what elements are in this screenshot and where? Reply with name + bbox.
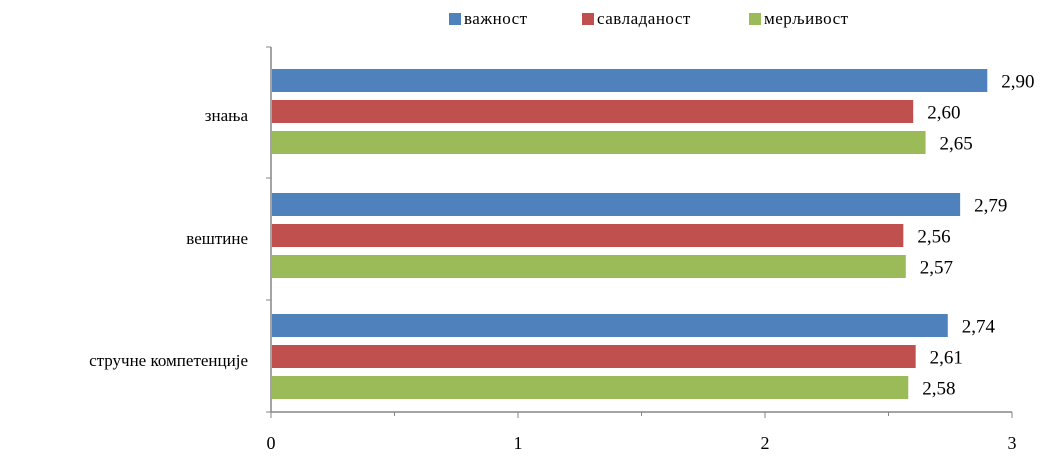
value-label: 2,56: [917, 227, 950, 248]
bar-мерљивост-вештине: [272, 255, 906, 278]
bars-group: [272, 69, 988, 399]
bar-мерљивост-стручне-компетенције: [272, 376, 909, 399]
x-tick-label: 1: [514, 433, 523, 453]
legend-label: важност: [464, 9, 528, 28]
value-label: 2,74: [962, 317, 996, 338]
value-label: 2,79: [974, 196, 1007, 217]
legend-item-важност: важност: [449, 9, 528, 28]
legend-swatch: [582, 13, 594, 25]
category-label: вештине: [186, 229, 248, 248]
legend-label: мерљивост: [764, 9, 849, 28]
bar-савладаност-вештине: [272, 224, 904, 247]
category-label: знања: [205, 106, 249, 125]
x-tick-label: 0: [267, 433, 276, 453]
value-label: 2,61: [930, 348, 963, 369]
bar-савладаност-знања: [272, 100, 914, 123]
x-tick-label: 2: [761, 433, 770, 453]
value-label: 2,65: [940, 134, 973, 155]
legend-swatch: [749, 13, 761, 25]
category-label: стручне компетенције: [89, 351, 248, 370]
bar-важност-вештине: [272, 193, 961, 216]
value-label: 2,57: [920, 258, 953, 279]
legend-item-мерљивост: мерљивост: [749, 9, 849, 28]
bar-савладаност-стручне-компетенције: [272, 345, 916, 368]
x-tick-label: 3: [1008, 433, 1017, 453]
legend-swatch: [449, 13, 461, 25]
legend: важност савладаност мерљивост: [449, 9, 849, 28]
value-label: 2,58: [922, 379, 955, 400]
legend-item-савладаност: савладаност: [582, 9, 691, 28]
value-label: 2,90: [1001, 72, 1034, 93]
bar-важност-знања: [272, 69, 988, 92]
value-labels-group: 2,90 2,60 2,65 2,79 2,56 2,57 2,74 2,61 2,58: [917, 72, 1034, 400]
bar-мерљивост-знања: [272, 131, 926, 154]
axes-group: 0 1 2 3: [266, 46, 1017, 453]
bar-важност-стручне-компетенције: [272, 314, 948, 337]
legend-label: савладаност: [597, 9, 691, 28]
value-label: 2,60: [927, 103, 960, 124]
category-labels-group: знања вештине стручне компетенције: [89, 106, 248, 370]
